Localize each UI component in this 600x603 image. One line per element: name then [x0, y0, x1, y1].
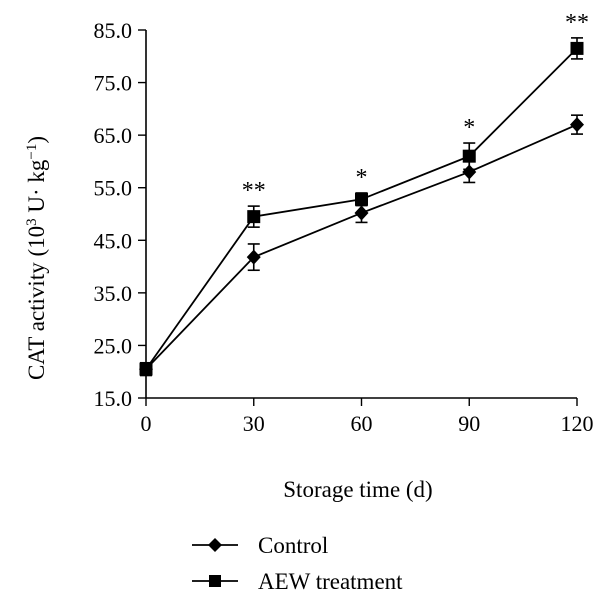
y-tick-label: 85.0 [94, 18, 133, 43]
x-tick-label: 30 [243, 411, 265, 436]
y-tick-label: 45.0 [94, 228, 133, 253]
y-tick-label: 15.0 [94, 386, 133, 411]
data-point-square [462, 149, 476, 163]
data-point-square [570, 41, 584, 55]
data-point-diamond [246, 249, 261, 265]
x-tick-label: 60 [351, 411, 373, 436]
data-point-square [355, 192, 368, 206]
data-point-diamond [570, 117, 584, 133]
data-point-diamond [462, 164, 477, 180]
series-aew-treatment [139, 37, 584, 377]
x-tick-label: 120 [561, 411, 594, 436]
significance-label: * [356, 165, 368, 191]
legend-item-aew: AEW treatment [192, 569, 403, 594]
y-tick-label: 35.0 [94, 281, 133, 306]
x-tick-label: 0 [141, 411, 152, 436]
x-axis-title: Storage time (d) [283, 477, 432, 502]
y-axis-title: CAT activity (103 U· kg−1) [24, 136, 49, 380]
significance-label: ** [242, 178, 266, 204]
significance-labels: ****** [242, 10, 589, 204]
significance-label: * [463, 115, 475, 141]
y-tick-label: 55.0 [94, 176, 133, 201]
data-point-square [247, 210, 261, 224]
y-ticks: 15.0 25.0 35.0 45.0 55.0 65.0 75.0 85.0 [94, 18, 146, 411]
legend-label-aew: AEW treatment [258, 569, 403, 594]
y-tick-label: 65.0 [94, 123, 133, 148]
y-tick-label: 25.0 [94, 333, 133, 358]
y-tick-label: 75.0 [94, 71, 133, 96]
diamond-marker-icon [208, 538, 222, 552]
series-line [145, 123, 578, 370]
legend-label-control: Control [258, 533, 328, 558]
legend-item-control: Control [192, 533, 328, 558]
significance-label: ** [565, 10, 589, 36]
data-point-square [139, 362, 153, 376]
data-point-diamond [354, 205, 369, 221]
x-ticks: 0 30 60 90 120 [141, 398, 594, 436]
legend: Control AEW treatment [192, 533, 403, 594]
series-layer [139, 37, 584, 377]
square-marker-icon [209, 575, 221, 587]
series-control [139, 114, 584, 377]
x-tick-label: 90 [458, 411, 480, 436]
